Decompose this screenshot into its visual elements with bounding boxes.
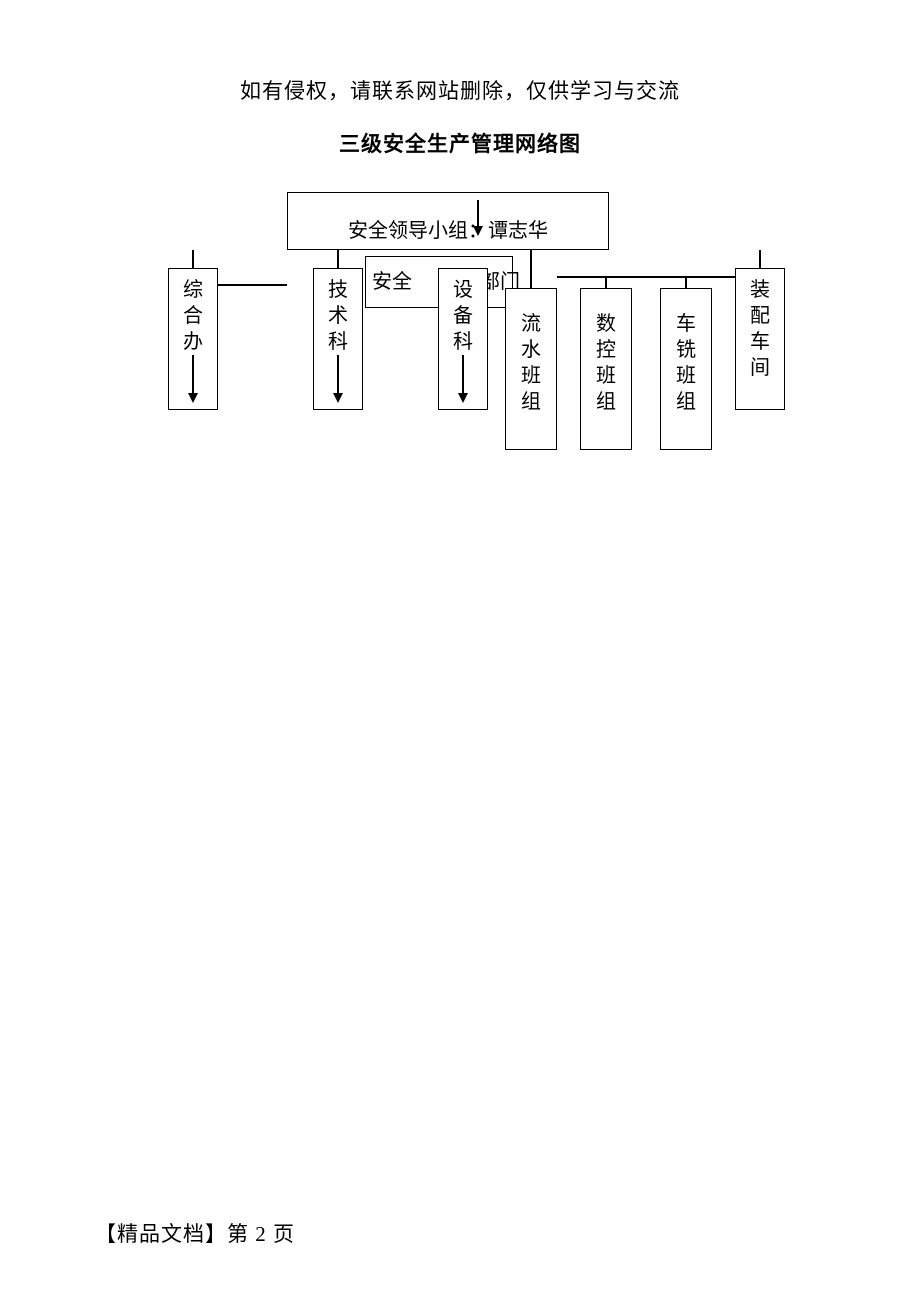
leader-group-box: 安全领导小组：谭志华 [287,192,609,250]
node-label: 组 [676,389,696,415]
arrow-shaft [337,355,339,395]
node-label: 综 [183,277,203,303]
node-label: 备 [453,303,473,329]
node-label: 科 [453,329,473,355]
node-label: 配 [750,303,770,329]
arrow-shaft [477,200,479,228]
node-label: 合 [183,303,203,329]
arrow-head-icon [333,393,343,403]
node-label: 技 [328,277,348,303]
connector-line [557,276,760,278]
leader-group-label: 安全领导小组：谭志华 [348,219,548,243]
connector-line [192,250,194,268]
arrow-head-icon [458,393,468,403]
node-label: 班 [596,363,616,389]
node-label: 水 [521,337,541,363]
connector-line [337,250,339,268]
node-label: 控 [596,337,616,363]
node-label: 流 [521,311,541,337]
connector-line [530,250,532,288]
node-label: 术 [328,303,348,329]
node-label: 数 [596,311,616,337]
footer-text: 【精品文档】第 2 页 [95,1218,295,1248]
arrow-shaft [462,355,464,395]
connector-line [685,276,687,288]
safety-dept-label-left: 安全 [372,270,412,294]
node-label: 车 [750,329,770,355]
node-label: 车 [676,311,696,337]
node-label: 组 [596,389,616,415]
node-shukong: 数 控 班 组 [580,288,632,450]
node-label: 间 [750,355,770,381]
node-label: 班 [676,363,696,389]
node-zhuangpei: 装 配 车 间 [735,268,785,410]
node-liushui: 流 水 班 组 [505,288,557,450]
arrow-shaft [192,355,194,395]
node-label: 组 [521,389,541,415]
node-label: 办 [183,329,203,355]
node-label: 班 [521,363,541,389]
arrow-head-icon [473,226,483,236]
node-label: 装 [750,277,770,303]
arrow-head-icon [188,393,198,403]
connector-line [759,250,761,268]
node-label: 铣 [676,337,696,363]
connector-line [605,276,607,288]
node-chexi: 车 铣 班 组 [660,288,712,450]
node-label: 设 [453,277,473,303]
page-title: 三级安全生产管理网络图 [0,128,920,158]
disclaimer-text: 如有侵权，请联系网站删除，仅供学习与交流 [0,75,920,105]
node-label: 科 [328,329,348,355]
